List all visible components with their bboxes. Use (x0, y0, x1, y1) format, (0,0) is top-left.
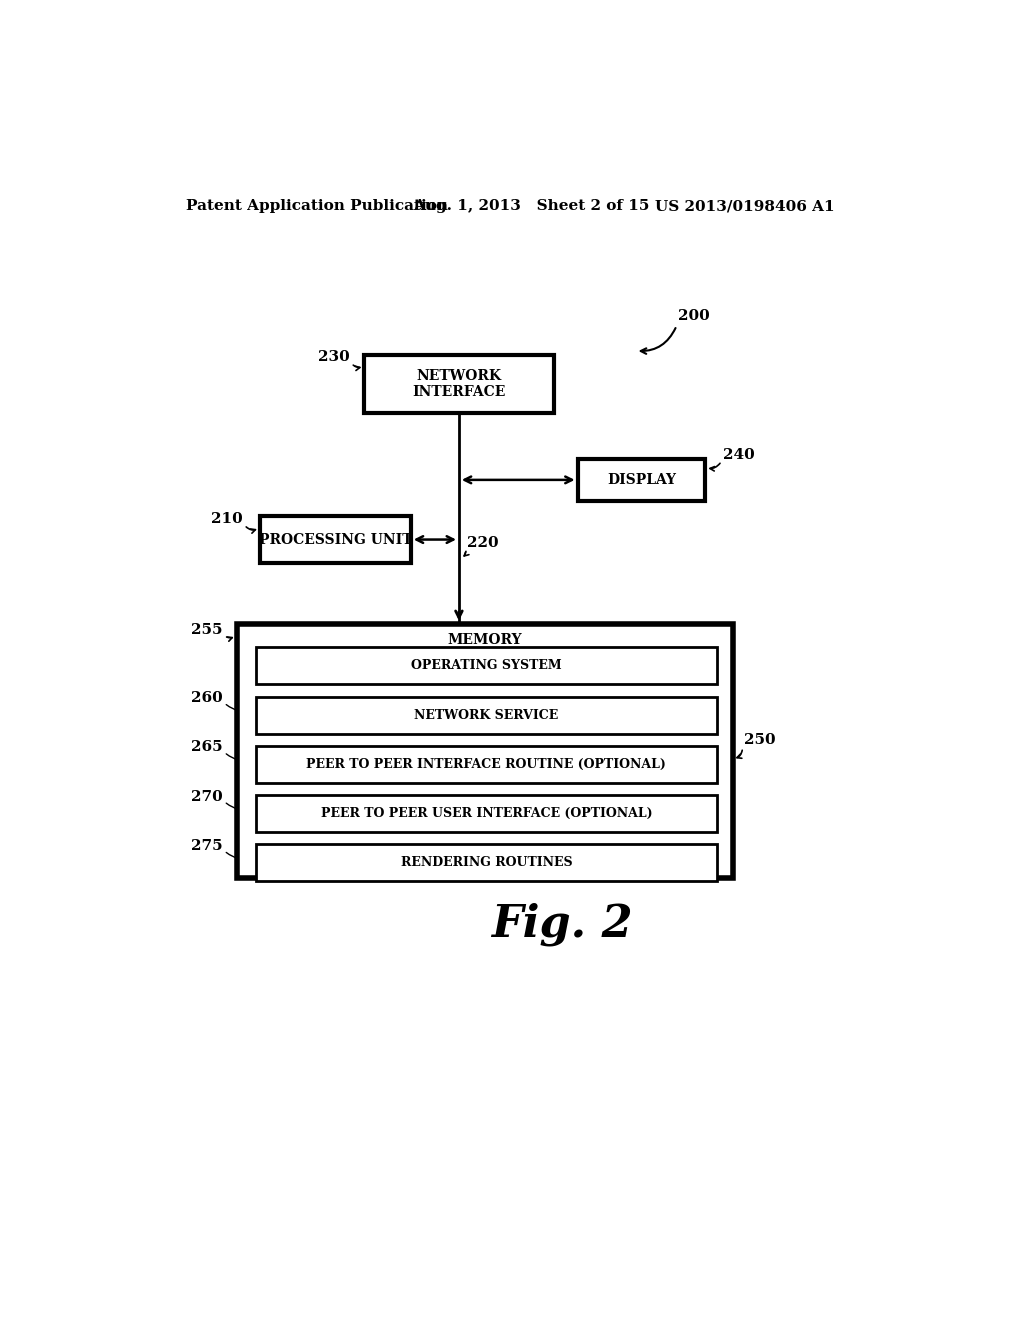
Text: OPERATING SYSTEM: OPERATING SYSTEM (411, 659, 562, 672)
Text: 270: 270 (190, 789, 222, 804)
Text: 240: 240 (723, 447, 755, 462)
Text: DISPLAY: DISPLAY (607, 473, 676, 487)
Text: 250: 250 (744, 733, 776, 747)
Bar (256, 746, 717, 783)
Text: MEMORY: MEMORY (447, 632, 522, 647)
Bar (578, 459, 706, 502)
FancyArrowPatch shape (226, 853, 252, 861)
FancyArrowPatch shape (226, 705, 252, 713)
Text: Aug. 1, 2013   Sheet 2 of 15: Aug. 1, 2013 Sheet 2 of 15 (414, 199, 649, 213)
Text: 265: 265 (190, 741, 222, 755)
Text: 200: 200 (678, 309, 710, 323)
FancyArrowPatch shape (737, 750, 742, 758)
Bar (256, 697, 717, 734)
Text: PEER TO PEER USER INTERFACE (OPTIONAL): PEER TO PEER USER INTERFACE (OPTIONAL) (321, 807, 652, 820)
FancyArrowPatch shape (710, 463, 720, 471)
FancyArrowPatch shape (226, 754, 252, 763)
FancyArrowPatch shape (641, 327, 676, 354)
Text: PEER TO PEER INTERFACE ROUTINE (OPTIONAL): PEER TO PEER INTERFACE ROUTINE (OPTIONAL… (306, 758, 667, 771)
Bar (237, 624, 732, 878)
Bar (260, 516, 411, 562)
Text: NETWORK SERVICE: NETWORK SERVICE (415, 709, 558, 722)
Text: RENDERING ROUTINES: RENDERING ROUTINES (400, 857, 572, 870)
Bar (365, 355, 554, 412)
Text: NETWORK
INTERFACE: NETWORK INTERFACE (413, 368, 506, 399)
FancyArrowPatch shape (226, 803, 252, 812)
Text: Patent Application Publication: Patent Application Publication (186, 199, 449, 213)
Text: PROCESSING UNIT: PROCESSING UNIT (259, 532, 412, 546)
Text: 275: 275 (190, 840, 222, 853)
Text: Fig. 2: Fig. 2 (492, 903, 633, 946)
FancyArrowPatch shape (226, 638, 232, 642)
Text: 210: 210 (211, 512, 243, 525)
Text: 260: 260 (190, 692, 222, 705)
Text: 255: 255 (191, 623, 222, 636)
Text: US 2013/0198406 A1: US 2013/0198406 A1 (655, 199, 835, 213)
Text: 220: 220 (467, 536, 499, 550)
FancyArrowPatch shape (246, 527, 255, 533)
Bar (256, 647, 717, 684)
Bar (256, 795, 717, 832)
FancyArrowPatch shape (353, 366, 359, 371)
FancyArrowPatch shape (464, 552, 469, 556)
Text: 230: 230 (317, 350, 349, 364)
Bar (256, 845, 717, 882)
